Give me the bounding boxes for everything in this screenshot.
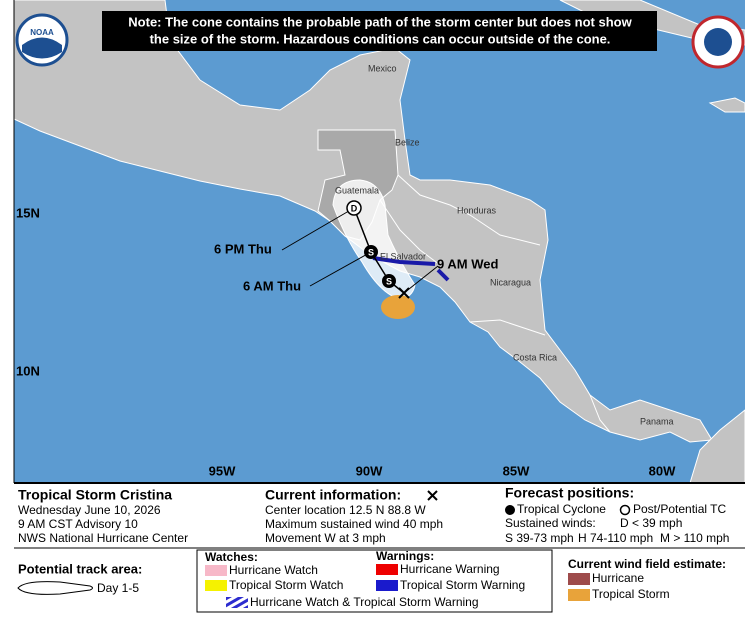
border [397, 174, 541, 246]
forecast-item: Tropical Cyclone [517, 502, 606, 516]
legend-box [196, 549, 553, 613]
border [469, 319, 546, 336]
swatch [205, 565, 227, 576]
map: D S S 6 PM Thu 6 AM Thu 9 AM Wed Mexico … [13, 0, 745, 484]
warning-item: Tropical Storm Warning [400, 578, 525, 592]
watch-item: Tropical Storm Watch [229, 578, 343, 592]
border [379, 199, 441, 266]
swatch [226, 597, 248, 608]
tropical-storm-warning [372, 256, 436, 266]
marker-label: D [351, 203, 358, 213]
current-position [398, 287, 410, 299]
swatch [376, 564, 398, 575]
place-label: Panama [640, 416, 674, 426]
lon-label: 80W [649, 463, 676, 478]
marker-d [346, 200, 362, 216]
track [353, 207, 405, 294]
nws-logo-inner [704, 28, 732, 56]
noaa-logo-wave [22, 37, 62, 59]
forecast-item: S 39-73 mph [505, 531, 574, 545]
wind-field-item: Hurricane [592, 571, 644, 585]
track-area-title: Potential track area: [18, 561, 142, 576]
track-area-day: Day 1-5 [97, 581, 139, 595]
swatch [568, 589, 590, 601]
swatch [205, 580, 227, 591]
wind-field-item: Tropical Storm [592, 587, 670, 601]
track-label: 6 AM Thu [243, 278, 301, 293]
swatch [376, 580, 398, 591]
forecast-item: H 74-110 mph [578, 531, 653, 545]
marker-s [364, 245, 378, 259]
marker-s [382, 274, 396, 288]
cayman-jamaica [708, 97, 745, 113]
place-label: Mexico [368, 63, 397, 73]
storm-name: Tropical Storm Cristina [18, 487, 172, 503]
lon-label: 90W [356, 463, 383, 478]
leader [309, 251, 372, 287]
warnings-title: Warnings: [376, 549, 434, 563]
note-box [102, 11, 657, 51]
track-label: 9 AM Wed [437, 256, 498, 271]
current-line: Center location 12.5 N 88.8 W [265, 503, 426, 517]
noaa-logo-text: NOAA [30, 28, 54, 37]
tropical-storm-warning [436, 268, 450, 282]
lon-label: 85W [503, 463, 530, 478]
post-symbol [619, 504, 631, 516]
tc-symbol [505, 505, 515, 515]
leader [281, 207, 355, 251]
forecast-title: Forecast positions: [505, 485, 634, 501]
combined-item: Hurricane Watch & Tropical Storm Warning [250, 595, 479, 609]
track-label: 6 PM Thu [214, 241, 272, 256]
place-label: Nicaragua [490, 277, 531, 287]
current-x [427, 490, 438, 501]
note-line: Note: The cone contains the probable pat… [128, 14, 632, 29]
storm-line: 9 AM CST Advisory 10 [18, 517, 138, 531]
storm-line: Wednesday June 10, 2026 [18, 503, 161, 517]
border [589, 394, 611, 433]
lat-label: 10N [16, 363, 40, 378]
warning-item: Hurricane Warning [400, 562, 500, 576]
storm-line: NWS National Hurricane Center [18, 531, 188, 545]
place-label: Guatemala [335, 185, 379, 195]
place-label: El Salvador [380, 251, 426, 261]
marker-label: S [368, 247, 374, 257]
current-line: Maximum sustained wind 40 mph [265, 517, 443, 531]
swatch [568, 573, 590, 585]
note-line: the size of the storm. Hazardous conditi… [150, 31, 611, 46]
track-area-symbol [17, 581, 93, 595]
leader [403, 265, 439, 294]
forecast-item: Sustained winds: [505, 516, 596, 530]
current-title: Current information: [265, 487, 401, 503]
lon-label: 95W [209, 463, 236, 478]
forecast-item: Post/Potential TC [633, 502, 726, 516]
forecast-item: D < 39 mph [620, 516, 682, 530]
marker-label: S [386, 276, 392, 286]
watch-item: Hurricane Watch [229, 563, 318, 577]
forecast-item: M > 110 mph [660, 531, 729, 545]
place-label: Belize [395, 137, 420, 147]
lat-label: 15N [16, 205, 40, 220]
watches-title: Watches: [205, 550, 258, 564]
place-label: Honduras [457, 205, 497, 215]
wind-field [381, 295, 415, 319]
place-label: Costa Rica [513, 352, 557, 362]
current-line: Movement W at 3 mph [265, 531, 386, 545]
wind-field-title: Current wind field estimate: [568, 557, 726, 571]
